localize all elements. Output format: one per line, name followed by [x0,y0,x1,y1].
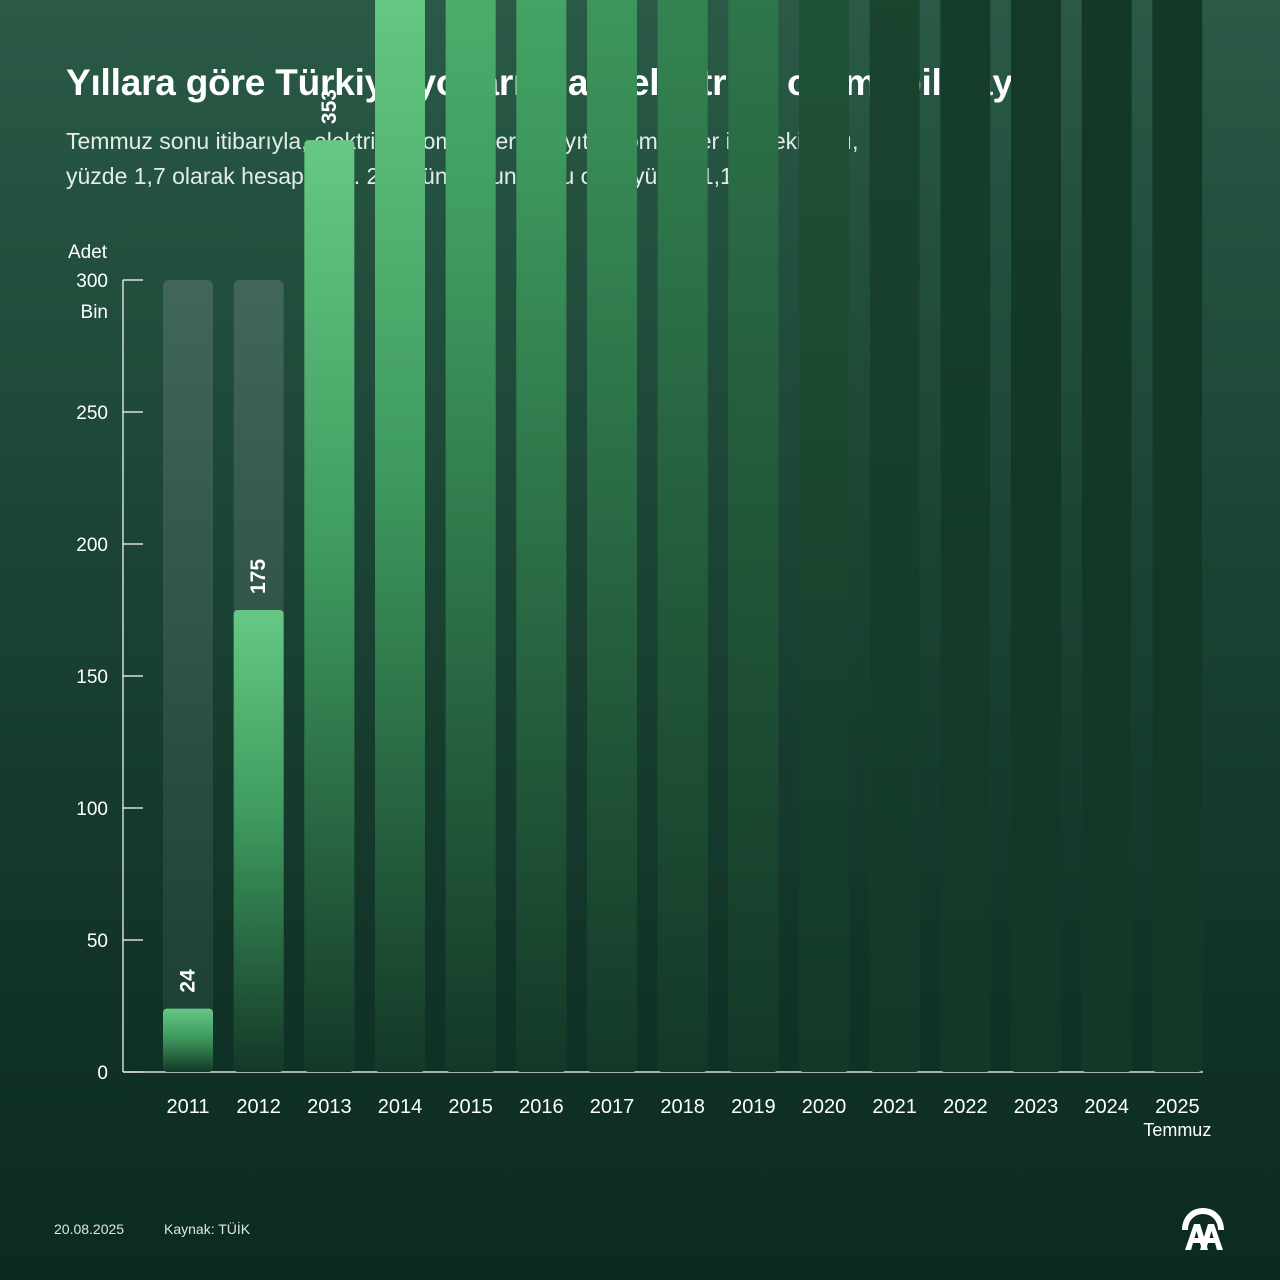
bar [445,0,496,1072]
y-axis-unit: Bin [81,302,108,323]
bar [799,0,849,1072]
bar [375,0,425,1072]
x-tick-label: 2017 [590,1096,635,1118]
bar-track [163,280,213,1072]
bar-chart: Adet 0 50 100 150 200 250 300 Bin 24 2011 175 2012 3… [68,0,1211,1140]
x-tick-label: 2013 [307,1096,352,1118]
source-note: Kaynak: TÜİK [164,1221,251,1237]
bar [163,1008,213,1072]
y-tick-label: 0 [97,1063,108,1084]
y-tick-label: 200 [76,535,108,556]
bar [1152,0,1203,1072]
bar [657,0,708,1072]
y-tick-label: 150 [76,667,108,688]
x-tick-label: 2016 [519,1096,564,1118]
y-axis-label: Adet [68,242,108,263]
x-tick-label: 2021 [872,1096,917,1118]
x-tick-label: 2018 [660,1096,705,1118]
x-tick-label: 2024 [1084,1096,1129,1118]
bar-value-label: 353 [318,89,341,124]
x-tick-sublabel: Temmuz [1143,1120,1211,1140]
bar [728,0,779,1072]
x-tick-label: 2025 [1155,1096,1200,1118]
y-tick-label: 300 [76,271,108,292]
y-tick-label: 50 [87,931,108,952]
bar [587,0,637,1072]
x-tick-label: 2019 [731,1096,776,1118]
x-tick-label: 2012 [236,1096,281,1118]
bar [1081,0,1132,1072]
y-tick-label: 100 [76,799,108,820]
x-tick-label: 2020 [802,1096,847,1118]
bar [869,0,920,1072]
bar-value-label: 24 [177,969,200,993]
bar [516,0,567,1072]
bar-value-label: 175 [247,559,270,594]
y-tick-label: 250 [76,403,108,424]
bar [940,0,991,1072]
x-tick-label: 2015 [448,1096,493,1118]
aa-logo-icon [1182,1208,1224,1250]
publish-date: 20.08.2025 [54,1221,125,1237]
x-tick-label: 2014 [378,1096,423,1118]
bar [1011,0,1061,1072]
x-tick-label: 2022 [943,1096,988,1118]
bar [233,610,284,1072]
x-tick-label: 2011 [166,1096,209,1118]
bar [304,140,355,1072]
x-tick-label: 2023 [1014,1096,1059,1118]
